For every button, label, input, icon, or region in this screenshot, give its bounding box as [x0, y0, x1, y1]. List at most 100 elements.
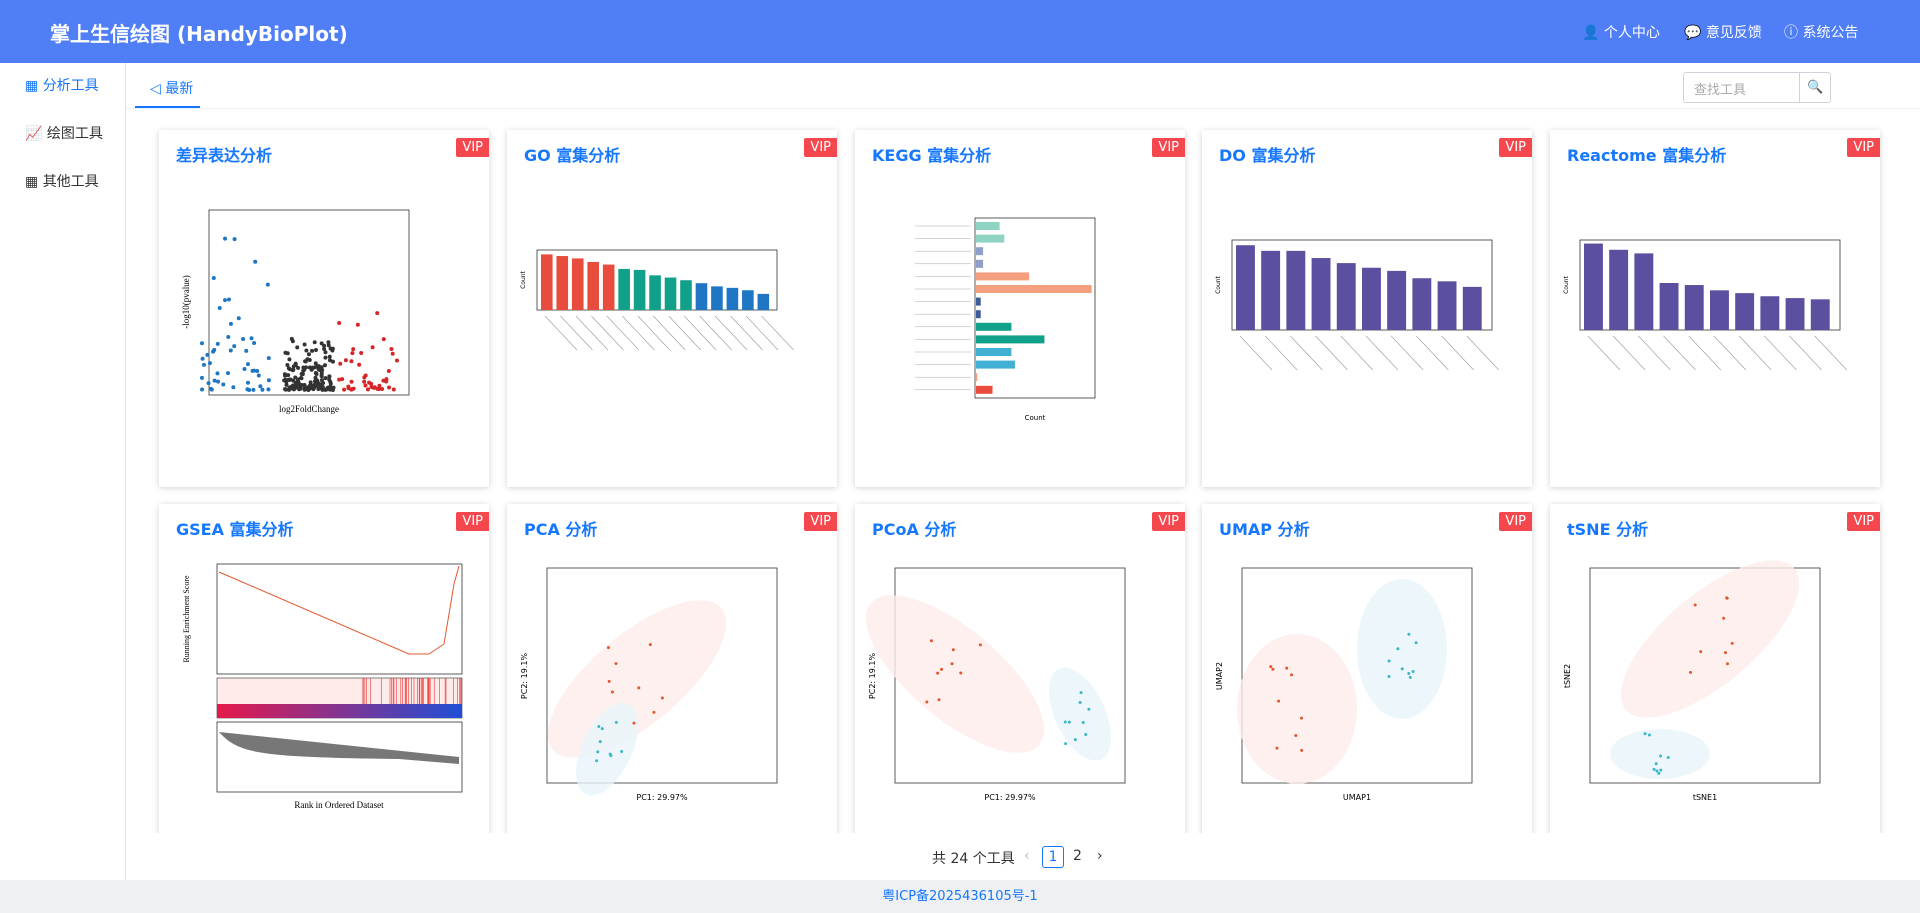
point [221, 382, 226, 387]
bar [1735, 293, 1755, 330]
point [1081, 721, 1085, 725]
group-ellipse [547, 600, 727, 758]
tab[interactable]: ◁ 最新 [150, 81, 194, 97]
point [314, 372, 319, 377]
bar [587, 261, 599, 310]
point [283, 387, 288, 392]
side-item[interactable]: ▦ 分析工具 [25, 78, 99, 94]
nav-link[interactable]: ⓘ 系统公告 [1784, 25, 1859, 41]
tick-label-line [1612, 335, 1646, 371]
card-title: PCoA 分析 [872, 520, 957, 539]
search-placeholder: 查找工具 [1694, 83, 1747, 98]
point [284, 382, 289, 387]
next[interactable]: › [1097, 848, 1103, 864]
point [301, 365, 306, 370]
tool-card[interactable]: PCA 分析 VIP PC1: 29.97% PC2: 19.1% [507, 504, 837, 833]
nav-link[interactable]: 👤 个人中心 [1582, 25, 1660, 41]
point [285, 362, 290, 367]
vip-badge: VIP [1499, 138, 1532, 157]
search-button[interactable]: 🔍 [1799, 73, 1831, 102]
point [937, 698, 941, 702]
tool-card[interactable]: GO 富集分析 VIP Count [507, 130, 837, 487]
thumbnail: PC1: 29.97% PC2: 19.1% [865, 567, 1126, 802]
point [1271, 667, 1275, 671]
tool-card[interactable]: KEGG 富集分析 VIP Count [855, 130, 1185, 487]
tick-label-line [1239, 335, 1273, 371]
point [614, 720, 618, 724]
nav-link[interactable]: 💬 意见反馈 [1684, 25, 1762, 41]
search-box[interactable]: 查找工具 🔍 [1683, 72, 1831, 103]
plot-frame [974, 217, 1096, 399]
icp[interactable]: 粤ICP备2025436105号-1 [882, 889, 1038, 904]
tool-card[interactable]: tSNE 分析 VIP tSNE1 tSNE2 [1550, 504, 1880, 833]
tool-card[interactable]: DO 富集分析 VIP Count [1202, 130, 1532, 487]
bar [1785, 298, 1805, 330]
point [310, 385, 315, 390]
thumbnail: UMAP1 UMAP2 [1215, 567, 1473, 802]
point [251, 387, 256, 392]
tool-card[interactable]: UMAP 分析 VIP UMAP1 UMAP2 [1202, 504, 1532, 833]
thumbnail: Count [1215, 239, 1500, 371]
point [342, 387, 347, 392]
point [1407, 672, 1411, 676]
point [1699, 650, 1703, 654]
bar [976, 322, 1012, 331]
point [371, 385, 376, 390]
point [648, 643, 652, 647]
side-item[interactable]: 📈 绘图工具 [25, 126, 103, 142]
tab-underline [135, 106, 200, 108]
nav-text: 意见反馈 [1705, 25, 1762, 41]
vip-badge: VIP [1499, 512, 1532, 531]
bar [1261, 250, 1281, 330]
point [232, 237, 237, 242]
point [327, 358, 332, 363]
bar [1362, 267, 1381, 330]
point [226, 371, 231, 376]
vip-badge: VIP [1847, 138, 1880, 157]
thumbnail: Count [520, 249, 794, 351]
point [308, 380, 313, 385]
group-ellipse [1049, 667, 1111, 761]
point [350, 351, 355, 356]
tick-label-line [668, 315, 701, 351]
plot-frame [1589, 567, 1821, 784]
tool-card[interactable]: 差异表达分析 VIP log2FoldChange -log10(pvalue) [159, 130, 489, 487]
point [338, 361, 343, 366]
point [362, 375, 367, 380]
point [199, 375, 204, 380]
page-button[interactable]: 2 [1073, 848, 1082, 864]
group-ellipse [1610, 729, 1710, 779]
point [245, 362, 250, 367]
bar [1462, 286, 1482, 330]
bar [556, 256, 569, 310]
prev[interactable]: ‹ [1024, 848, 1030, 864]
point [1647, 733, 1651, 737]
page-button[interactable]: 1 [1042, 846, 1064, 868]
tick-label-line [1365, 335, 1399, 371]
axis-label: Count [1215, 275, 1222, 293]
point [285, 351, 290, 356]
point [287, 377, 292, 382]
tick-label-line [745, 315, 779, 351]
point [346, 386, 351, 391]
point [1269, 665, 1273, 669]
point [303, 359, 308, 364]
point [287, 357, 292, 362]
point [1294, 734, 1298, 738]
point [1725, 596, 1729, 600]
bar [976, 373, 978, 382]
tool-card[interactable]: PCoA 分析 VIP PC1: 29.97% PC2: 19.1% [855, 504, 1185, 833]
point [291, 364, 296, 369]
vip-badge: VIP [1847, 512, 1880, 531]
point [313, 347, 318, 352]
point [598, 740, 602, 744]
point [1408, 675, 1412, 679]
point [206, 381, 211, 386]
point [1073, 738, 1077, 742]
side-item[interactable]: ▦ 其他工具 [25, 174, 99, 190]
point [260, 387, 265, 392]
tool-card[interactable]: Reactome 富集分析 VIP Count [1550, 130, 1880, 487]
axis-label: Rank in Ordered Dataset [294, 800, 384, 810]
card-title: GO 富集分析 [524, 146, 621, 165]
tool-card[interactable]: GSEA 富集分析 VIP Rank in Ordered Dataset Runni… [159, 504, 489, 833]
